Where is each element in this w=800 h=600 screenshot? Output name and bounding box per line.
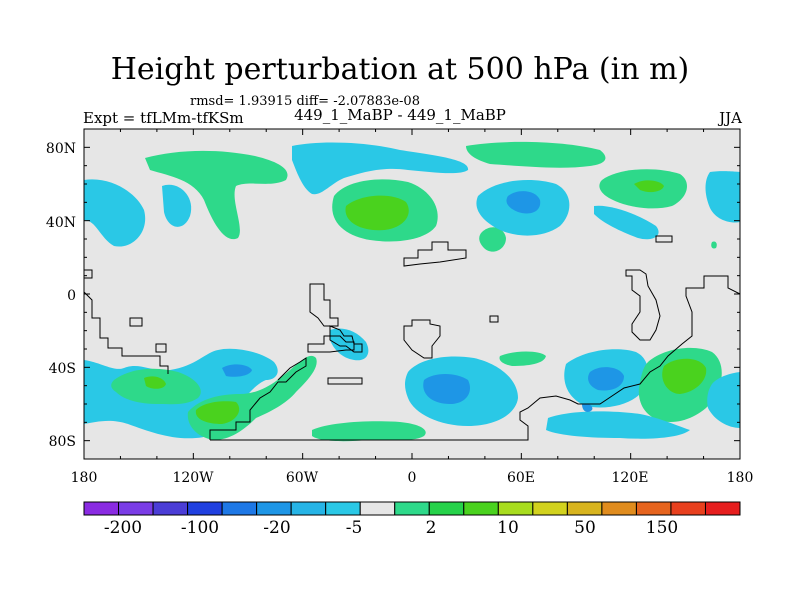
x-axis-labels: 180 120W 60W 0 60E 120E 180: [71, 470, 754, 486]
strong-positive-contour: [634, 180, 664, 193]
strong-negative-contour: [582, 403, 593, 412]
coastline: [489, 315, 499, 323]
colorbar-swatch: [256, 501, 292, 516]
y-tick-label: 40N: [46, 215, 76, 231]
colorbar-label: 10: [497, 518, 519, 538]
colorbar: [83, 501, 741, 516]
strong-negative-contour: [506, 191, 541, 214]
strong-positive-contour: [195, 401, 240, 424]
colorbar-label: 50: [574, 518, 596, 538]
season-label: JJA: [719, 109, 742, 127]
coastline: [655, 235, 673, 243]
y-tick-label: 80N: [46, 141, 76, 157]
coastline: [155, 343, 167, 353]
colorbar-swatch: [394, 501, 430, 516]
coastline: [329, 325, 363, 353]
coastline: [327, 377, 363, 385]
coastline: [210, 275, 741, 441]
colorbar-swatch: [290, 501, 327, 516]
positive-anomaly-contour: [312, 421, 426, 442]
positive-anomaly-contour: [466, 141, 606, 168]
x-tick-label: 120E: [612, 470, 649, 486]
colorbar-swatch: [635, 501, 672, 516]
coastline: [625, 269, 661, 341]
coastline: [307, 335, 355, 353]
positive-anomaly-contour: [479, 227, 506, 252]
strong-positive-contour: [144, 376, 166, 389]
colorbar-swatch: [359, 501, 396, 516]
colorbar-swatch: [152, 501, 189, 516]
y-tick-label: 80S: [49, 434, 76, 450]
colorbar-swatch: [497, 501, 534, 516]
coastline: [83, 269, 169, 374]
x-tick-label: 0: [408, 470, 417, 486]
coastline: [403, 319, 441, 359]
axis-ticks: [83, 128, 741, 460]
x-tick-label: 60W: [286, 470, 319, 486]
coastline: [209, 357, 307, 440]
x-tick-label: 180: [71, 470, 98, 486]
negative-anomaly-contour: [546, 411, 690, 439]
stats-label: rmsd= 1.93915 diff= -2.07883e-08: [190, 94, 420, 109]
strong-positive-contour: [345, 195, 409, 231]
y-axis-labels: 80N 40N 0 40S 80S: [46, 141, 76, 450]
negative-anomaly-contour: [707, 372, 740, 428]
colorbar-swatch: [428, 501, 465, 516]
colorbar-swatch: [187, 501, 223, 516]
strong-negative-contour: [588, 367, 624, 391]
negative-anomaly-contour: [84, 179, 146, 247]
coastline: [309, 283, 339, 327]
colorbar-swatch: [83, 501, 120, 516]
colorbar-label: -100: [181, 518, 219, 538]
strong-positive-contour: [662, 358, 707, 394]
colorbar-labels: -200 -100 -20 -5 2 10 50 150: [104, 518, 678, 538]
negative-anomaly-contour: [162, 184, 192, 227]
x-tick-label: 180: [727, 470, 754, 486]
colorbar-swatch: [463, 501, 499, 516]
colorbar-swatch: [601, 501, 637, 516]
colorbar-label: -200: [104, 518, 142, 538]
strong-negative-contour: [222, 364, 252, 377]
colorbar-swatch: [532, 501, 568, 516]
colorbar-label: 150: [646, 518, 678, 538]
coastline: [403, 241, 467, 267]
colorbar-label: -5: [346, 518, 363, 538]
y-tick-label: 40S: [49, 361, 76, 377]
contour-fields: [84, 141, 740, 442]
strong-negative-contour: [423, 374, 470, 404]
experiment-label: Expt = tfLMm-tfKSm: [83, 109, 244, 127]
coastlines: [83, 235, 741, 441]
positive-anomaly-contour: [499, 351, 546, 366]
positive-anomaly-contour: [145, 150, 288, 240]
negative-anomaly-contour: [292, 142, 469, 195]
colorbar-swatch: [325, 501, 361, 516]
coastline: [129, 317, 143, 327]
colorbar-swatch: [566, 501, 603, 516]
case-label: 449_1_MaBP - 449_1_MaBP: [294, 106, 506, 124]
positive-anomaly-contour: [711, 241, 717, 249]
colorbar-swatch: [221, 501, 258, 516]
colorbar-label: -20: [263, 518, 290, 538]
colorbar-label: 2: [426, 518, 437, 538]
colorbar-swatch: [118, 501, 154, 516]
colorbar-swatch: [704, 501, 741, 516]
x-tick-label: 120W: [172, 470, 214, 486]
y-tick-label: 0: [67, 288, 76, 304]
map-title: Height perturbation at 500 hPa (in m): [110, 52, 690, 87]
colorbar-swatch: [670, 501, 706, 516]
negative-anomaly-contour: [594, 205, 659, 240]
negative-anomaly-contour: [705, 171, 740, 223]
x-tick-label: 60E: [507, 470, 535, 486]
